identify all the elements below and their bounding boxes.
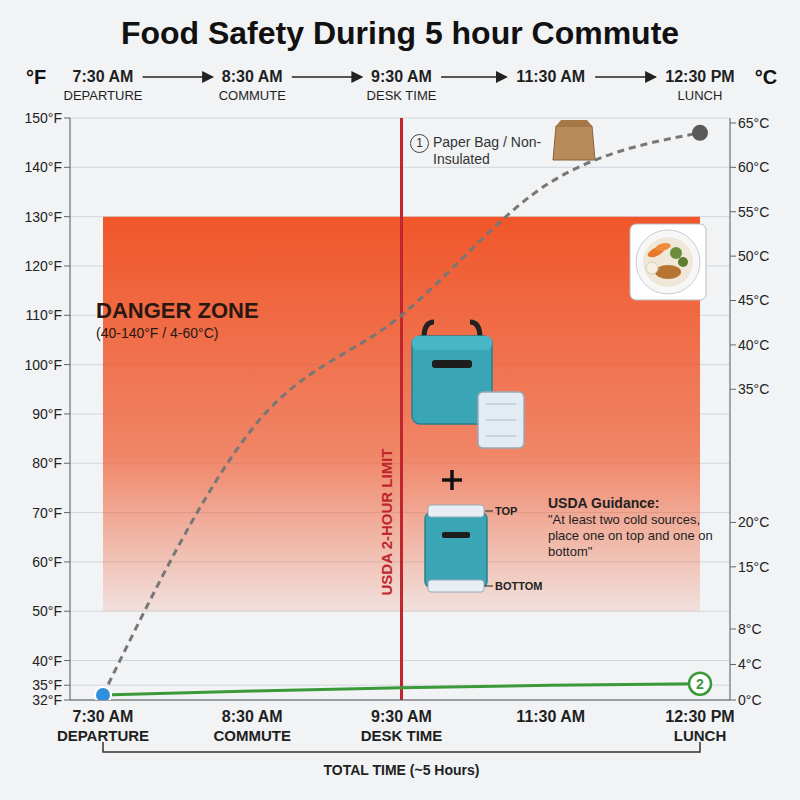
svg-text:4°C: 4°C <box>738 656 762 672</box>
svg-text:°C: °C <box>755 66 777 88</box>
svg-text:120°F: 120°F <box>24 258 62 274</box>
html-text:USDA Guidance:: USDA Guidance: <box>548 495 660 511</box>
svg-text:TOP: TOP <box>495 505 517 517</box>
svg-text:°F: °F <box>26 66 46 88</box>
svg-text:DEPARTURE: DEPARTURE <box>57 727 149 744</box>
svg-text:32°F: 32°F <box>32 692 62 708</box>
svg-text:90°F: 90°F <box>32 406 62 422</box>
html-text:1: 1 <box>416 136 423 150</box>
svg-text:40°C: 40°C <box>738 337 769 353</box>
svg-text:DESK TIME: DESK TIME <box>361 727 443 744</box>
svg-text:80°F: 80°F <box>32 455 62 471</box>
svg-text:0°C: 0°C <box>738 692 762 708</box>
svg-text:110°F: 110°F <box>26 307 62 323</box>
svg-text:50°F: 50°F <box>32 603 62 619</box>
svg-text:12:30 PM: 12:30 PM <box>665 68 734 85</box>
svg-text:DEPARTURE: DEPARTURE <box>64 88 143 103</box>
svg-text:45°C: 45°C <box>738 292 769 308</box>
svg-text:8:30 AM: 8:30 AM <box>222 68 283 85</box>
svg-text:LUNCH: LUNCH <box>678 88 723 103</box>
svg-text:100°F: 100°F <box>24 357 62 373</box>
svg-text:8:30 AM: 8:30 AM <box>222 708 283 725</box>
svg-text:60°C: 60°C <box>738 159 769 175</box>
svg-text:55°C: 55°C <box>738 204 769 220</box>
svg-text:7:30 AM: 7:30 AM <box>73 708 134 725</box>
svg-text:70°F: 70°F <box>32 505 62 521</box>
svg-text:11:30 AM: 11:30 AM <box>516 68 585 85</box>
svg-text:9:30 AM: 9:30 AM <box>371 68 432 85</box>
svg-text:15°C: 15°C <box>738 559 769 575</box>
svg-text:COMMUTE: COMMUTE <box>214 727 292 744</box>
svg-text:150°F: 150°F <box>24 110 62 126</box>
svg-text:12:30 PM: 12:30 PM <box>665 708 734 725</box>
svg-text:20°C: 20°C <box>738 514 769 530</box>
svg-text:40°F: 40°F <box>32 653 62 669</box>
svg-text:LUNCH: LUNCH <box>674 727 727 744</box>
svg-text:60°F: 60°F <box>32 554 62 570</box>
svg-text:Food Safety During 5 hour Comm: Food Safety During 5 hour Commute <box>121 15 679 51</box>
svg-text:65°C: 65°C <box>738 115 769 131</box>
svg-text:11:30 AM: 11:30 AM <box>516 708 585 725</box>
svg-text:2: 2 <box>696 676 704 692</box>
svg-text:TOTAL TIME (~5 Hours): TOTAL TIME (~5 Hours) <box>324 762 480 778</box>
svg-text:9:30 AM: 9:30 AM <box>371 708 432 725</box>
svg-text:130°F: 130°F <box>24 209 62 225</box>
svg-text:35°C: 35°C <box>738 381 769 397</box>
svg-text:7:30 AM: 7:30 AM <box>73 68 134 85</box>
svg-text:COMMUTE: COMMUTE <box>219 88 286 103</box>
svg-text:35°F: 35°F <box>32 677 62 693</box>
html-text:"At least two cold sources, pl: "At least two cold sources, place one on… <box>548 512 713 559</box>
svg-text:DESK TIME: DESK TIME <box>367 88 437 103</box>
svg-text:50°C: 50°C <box>738 248 769 264</box>
svg-text:8°C: 8°C <box>738 621 762 637</box>
svg-text:140°F: 140°F <box>24 159 62 175</box>
html-text:Paper Bag / Non-Insulated: Paper Bag / Non-Insulated <box>433 134 542 167</box>
svg-text:USDA 2-HOUR LIMIT: USDA 2-HOUR LIMIT <box>378 449 395 596</box>
svg-text:BOTTOM: BOTTOM <box>495 580 542 592</box>
html-text:DANGER ZONE: DANGER ZONE <box>96 298 259 323</box>
html-text:(40-140°F / 4-60°C): (40-140°F / 4-60°C) <box>96 325 219 341</box>
